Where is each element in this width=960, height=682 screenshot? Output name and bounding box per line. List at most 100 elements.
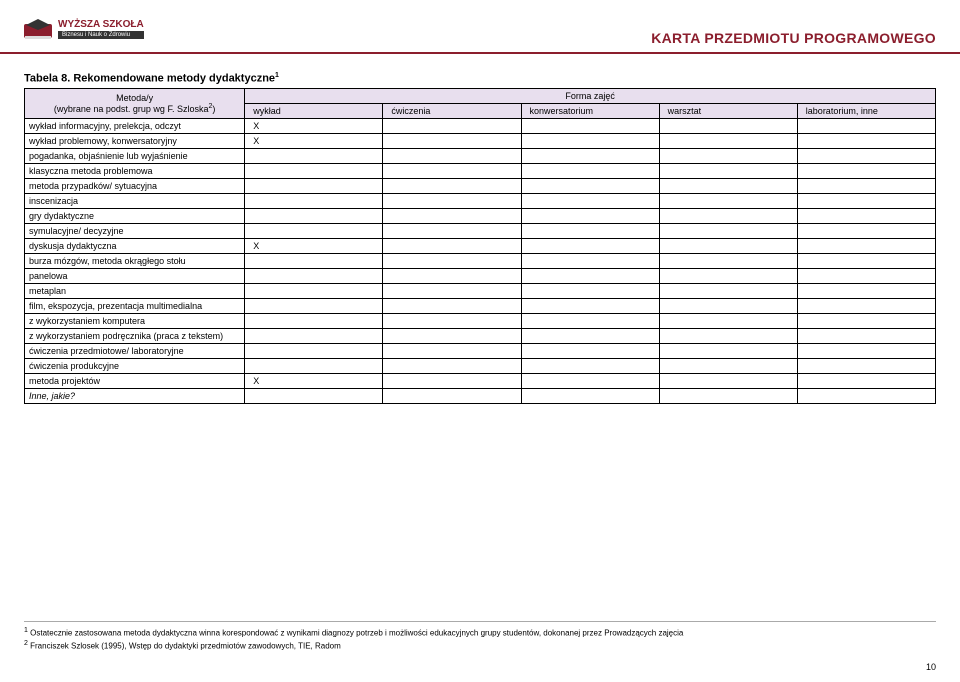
row-label: pogadanka, objaśnienie lub wyjaśnienie (25, 149, 245, 164)
row-label: gry dydaktyczne (25, 209, 245, 224)
table-row: z wykorzystaniem podręcznika (praca z te… (25, 329, 936, 344)
table-row: ćwiczenia przedmiotowe/ laboratoryjne (25, 344, 936, 359)
row-cell (659, 224, 797, 239)
row-cell (659, 209, 797, 224)
row-cell (383, 194, 521, 209)
row-cell (797, 239, 935, 254)
document-header-title: KARTA PRZEDMIOTU PROGRAMOWEGO (651, 30, 936, 46)
row-cell (521, 239, 659, 254)
graduation-cap-icon (24, 18, 52, 40)
row-cell (659, 164, 797, 179)
row-cell (521, 284, 659, 299)
row-cell (245, 344, 383, 359)
row-cell (383, 344, 521, 359)
row-cell (245, 359, 383, 374)
header-left-line1: Metoda/y (116, 93, 153, 103)
row-cell (797, 269, 935, 284)
row-cell (521, 119, 659, 134)
row-cell (659, 359, 797, 374)
row-cell (797, 149, 935, 164)
page-number: 10 (926, 662, 936, 672)
row-cell (383, 224, 521, 239)
row-cell (659, 134, 797, 149)
row-cell (245, 224, 383, 239)
row-cell (797, 329, 935, 344)
row-cell (521, 269, 659, 284)
row-cell: X (245, 134, 383, 149)
row-cell (797, 194, 935, 209)
row-label: metaplan (25, 284, 245, 299)
row-cell (659, 194, 797, 209)
table-row: pogadanka, objaśnienie lub wyjaśnienie (25, 149, 936, 164)
row-cell (797, 179, 935, 194)
row-cell (521, 179, 659, 194)
header-left-line2-suffix: ) (212, 104, 215, 114)
row-cell (383, 239, 521, 254)
row-cell (245, 314, 383, 329)
row-label: wykład problemowy, konwersatoryjny (25, 134, 245, 149)
row-cell (521, 254, 659, 269)
table-row: metaplan (25, 284, 936, 299)
row-cell (521, 209, 659, 224)
row-label: metoda projektów (25, 374, 245, 389)
row-cell (383, 299, 521, 314)
table-row: z wykorzystaniem komputera (25, 314, 936, 329)
row-cell (659, 119, 797, 134)
row-cell (659, 179, 797, 194)
row-cell (245, 284, 383, 299)
row-cell (383, 119, 521, 134)
row-cell (245, 179, 383, 194)
footnote-1: 1 Ostatecznie zastosowana metoda dydakty… (24, 626, 936, 639)
row-cell (383, 164, 521, 179)
row-cell: X (245, 374, 383, 389)
row-cell (245, 194, 383, 209)
row-label: film, ekspozycja, prezentacja multimedia… (25, 299, 245, 314)
row-label: panelowa (25, 269, 245, 284)
table-row: klasyczna metoda problemowa (25, 164, 936, 179)
row-cell (521, 344, 659, 359)
footnote-2: 2 Franciszek Szlosek (1995), Wstęp do dy… (24, 639, 936, 652)
row-cell (245, 299, 383, 314)
header-left-line2-prefix: (wybrane na podst. grup wg F. Szloska (54, 104, 209, 114)
logo: WYŻSZA SZKOŁA Biznesu i Nauk o Zdrowiu (24, 18, 144, 40)
table-row: ćwiczenia produkcyjne (25, 359, 936, 374)
table-row: panelowa (25, 269, 936, 284)
row-cell (383, 374, 521, 389)
row-cell (245, 269, 383, 284)
row-label: klasyczna metoda problemowa (25, 164, 245, 179)
row-cell (383, 329, 521, 344)
row-cell (245, 329, 383, 344)
row-cell (797, 344, 935, 359)
table-column-header: konwersatorium (521, 104, 659, 119)
row-cell (383, 149, 521, 164)
row-label: inscenizacja (25, 194, 245, 209)
row-cell (659, 284, 797, 299)
row-cell (659, 374, 797, 389)
row-cell (521, 299, 659, 314)
table-row: Inne, jakie? (25, 389, 936, 404)
row-label: ćwiczenia produkcyjne (25, 359, 245, 374)
row-cell (797, 164, 935, 179)
row-cell: X (245, 239, 383, 254)
table-row: metoda przypadków/ sytuacyjna (25, 179, 936, 194)
row-cell (797, 314, 935, 329)
row-cell (797, 119, 935, 134)
row-label: z wykorzystaniem komputera (25, 314, 245, 329)
row-label: z wykorzystaniem podręcznika (praca z te… (25, 329, 245, 344)
row-cell (797, 254, 935, 269)
row-cell (659, 344, 797, 359)
row-cell (521, 134, 659, 149)
table-column-header: laboratorium, inne (797, 104, 935, 119)
row-cell (797, 374, 935, 389)
row-cell (797, 389, 935, 404)
row-cell (521, 329, 659, 344)
row-cell (659, 254, 797, 269)
row-cell (797, 224, 935, 239)
row-cell (521, 224, 659, 239)
row-cell (383, 209, 521, 224)
logo-text-top: WYŻSZA SZKOŁA (58, 20, 144, 30)
row-label: metoda przypadków/ sytuacyjna (25, 179, 245, 194)
methods-table: Metoda/y (wybrane na podst. grup wg F. S… (24, 88, 936, 404)
row-cell (797, 359, 935, 374)
logo-text: WYŻSZA SZKOŁA Biznesu i Nauk o Zdrowiu (58, 20, 144, 39)
